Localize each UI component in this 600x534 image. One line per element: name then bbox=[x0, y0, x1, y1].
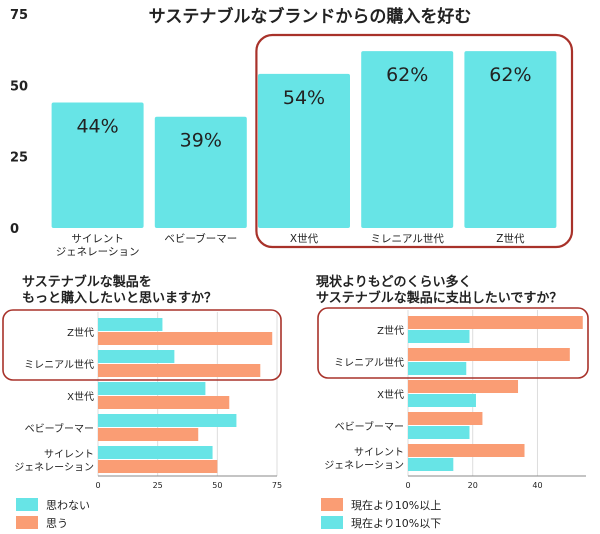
chart2-bar bbox=[98, 332, 273, 345]
chart1-ytick-label: 25 bbox=[10, 151, 28, 166]
chart2-legend-label: 思う bbox=[46, 517, 68, 530]
chart1-bar bbox=[464, 51, 557, 228]
chart2-legend-swatch bbox=[16, 516, 38, 529]
chart2-bar bbox=[98, 382, 206, 395]
chart1-ytick-label: 50 bbox=[10, 79, 28, 94]
chart1-category-label: X世代 bbox=[290, 233, 319, 245]
chart3-xtick-label: 40 bbox=[532, 481, 542, 490]
chart2-bar bbox=[98, 428, 199, 441]
chart2-legend-swatch bbox=[16, 498, 38, 511]
chart1-category-label: サイレント bbox=[71, 233, 124, 245]
chart1-value-label: 54% bbox=[283, 87, 325, 109]
chart2-category-label: X世代 bbox=[67, 391, 94, 403]
chart2-category-label: ミレニアル世代 bbox=[24, 359, 94, 371]
chart3-legend-label: 現在より10%以下 bbox=[351, 517, 441, 530]
chart1-ytick-label: 75 bbox=[10, 8, 28, 23]
chart1-value-label: 62% bbox=[489, 64, 531, 86]
chart3-bar bbox=[408, 330, 470, 343]
chart3-bar bbox=[408, 362, 467, 375]
chart3-category-label: Z世代 bbox=[377, 325, 404, 337]
chart3-category-label: ミレニアル世代 bbox=[334, 357, 404, 369]
chart2-bar bbox=[98, 460, 218, 473]
chart1-title: サステナブルなブランドからの購入を好む bbox=[149, 6, 472, 27]
chart2-title: もっと購入したいと思いますか？ bbox=[22, 290, 217, 306]
chart2-category-label: ジェネレーション bbox=[14, 462, 94, 474]
chart2-title: サステナブルな製品を bbox=[22, 274, 152, 290]
chart3-legend-swatch bbox=[321, 516, 343, 529]
chart3-legend-label: 現在より10%以上 bbox=[351, 499, 441, 512]
chart3-category-label: サイレント bbox=[354, 447, 404, 459]
chart2-xtick-label: 75 bbox=[272, 481, 282, 490]
chart1-value-label: 44% bbox=[76, 115, 118, 137]
chart3-legend-swatch bbox=[321, 498, 343, 511]
chart2-bar bbox=[98, 414, 237, 427]
chart1-category-label: Z世代 bbox=[496, 233, 525, 245]
chart1-bar bbox=[258, 73, 350, 228]
chart2-bar bbox=[98, 318, 163, 331]
chart3-bar bbox=[408, 380, 519, 393]
chart1-category-label: ベビーブーマー bbox=[164, 232, 237, 245]
chart3-title: 現状よりもどのくらい多く bbox=[316, 274, 471, 290]
chart2-legend-label: 思わない bbox=[46, 499, 90, 512]
chart2-category-label: Z世代 bbox=[67, 327, 94, 339]
chart3-bar bbox=[408, 426, 470, 439]
chart2-xtick-label: 25 bbox=[153, 481, 163, 490]
chart3-category-label: ジェネレーション bbox=[324, 460, 404, 472]
chart2-bar bbox=[98, 364, 261, 377]
chart3-category-label: ベビーブーマー bbox=[335, 420, 404, 433]
chart3-bar bbox=[408, 458, 454, 471]
chart3-bar bbox=[408, 412, 483, 425]
chart1-category-label: ミレニアル世代 bbox=[370, 233, 444, 245]
chart1-highlight-box bbox=[255, 33, 574, 249]
chart2-bar bbox=[98, 446, 213, 459]
chart2-category-label: ベビーブーマー bbox=[25, 422, 94, 435]
chart1-bar bbox=[154, 116, 247, 228]
chart1-value-label: 62% bbox=[386, 64, 428, 86]
chart3-bar bbox=[408, 394, 476, 407]
chart2-xtick-label: 0 bbox=[95, 481, 100, 490]
chart2-category-label: サイレント bbox=[44, 449, 94, 461]
chart3-xtick-label: 20 bbox=[468, 481, 478, 490]
chart1-bar bbox=[361, 51, 454, 228]
chart3-title: サステナブルな製品に支出したいですか？ bbox=[316, 290, 562, 306]
chart3-bar bbox=[408, 348, 570, 361]
chart3-bar bbox=[408, 316, 583, 329]
chart1-category-label: ジェネレーション bbox=[56, 246, 140, 258]
chart3-category-label: X世代 bbox=[377, 389, 404, 401]
chart2-bar bbox=[98, 396, 230, 409]
chart3-bar bbox=[408, 444, 525, 457]
chart1-bar bbox=[51, 102, 144, 228]
chart2-xtick-label: 50 bbox=[212, 481, 222, 490]
chart1-value-label: 39% bbox=[180, 130, 222, 152]
chart3-highlight-box bbox=[317, 307, 589, 379]
chart2-bar bbox=[98, 350, 175, 363]
chart1-ytick-label: 0 bbox=[10, 222, 19, 237]
chart3-xtick-label: 0 bbox=[405, 481, 410, 490]
chart2-highlight-box bbox=[2, 309, 282, 381]
